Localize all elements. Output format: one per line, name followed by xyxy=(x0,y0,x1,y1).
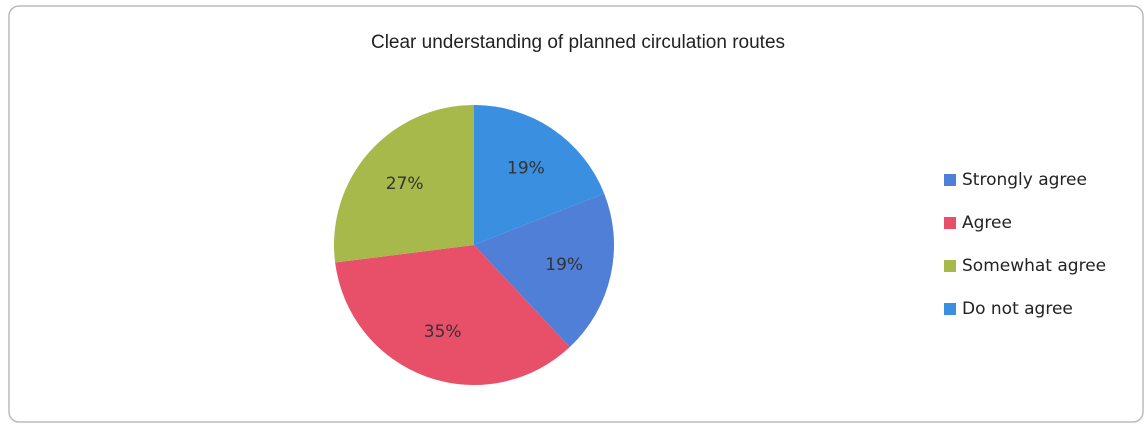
pie-slice xyxy=(334,105,474,263)
chart-title: Clear understanding of planned circulati… xyxy=(371,32,785,53)
legend-swatch xyxy=(944,174,956,186)
legend-swatch xyxy=(944,260,956,272)
data-label: 19% xyxy=(507,159,545,179)
data-label: 19% xyxy=(545,255,583,275)
legend-label: Agree xyxy=(962,213,1012,233)
pie-slice xyxy=(335,245,570,386)
legend-swatch xyxy=(944,217,956,229)
pie-slice xyxy=(474,193,614,348)
legend-swatch xyxy=(944,303,956,315)
legend-label: Strongly agree xyxy=(962,170,1087,190)
legend-label: Do not agree xyxy=(962,299,1073,319)
data-label: 35% xyxy=(424,322,462,342)
pie-slice xyxy=(474,105,605,245)
legend-label: Somewhat agree xyxy=(962,256,1106,276)
data-label: 27% xyxy=(386,174,424,194)
